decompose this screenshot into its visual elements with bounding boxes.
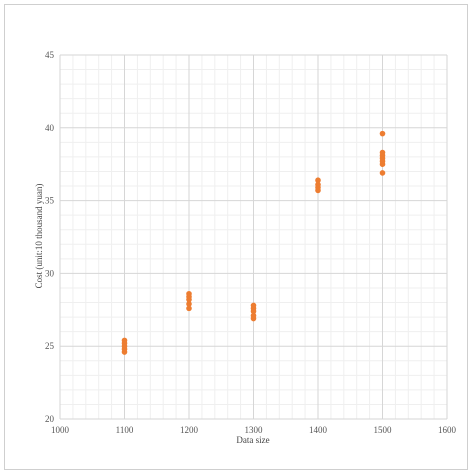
scatter-point bbox=[250, 312, 257, 319]
x-tick-label: 1000 bbox=[51, 425, 70, 435]
y-tick-label: 25 bbox=[45, 341, 55, 351]
chart-frame bbox=[4, 4, 468, 470]
scatter-point bbox=[315, 181, 321, 188]
y-axis-title: Cost (unit:10 thousand yuan) bbox=[34, 184, 44, 289]
x-axis-tick-labels: 1000 1100 1200 1300 1400 1500 1600 bbox=[51, 425, 457, 435]
scatter-point bbox=[379, 149, 386, 156]
y-tick-label: 40 bbox=[45, 123, 55, 133]
y-tick-label: 45 bbox=[45, 50, 55, 60]
scatter-point bbox=[186, 301, 192, 307]
y-axis-tick-labels: 20 25 30 35 40 45 bbox=[45, 50, 55, 424]
x-tick-label: 1600 bbox=[438, 425, 457, 435]
scatter-point bbox=[315, 177, 321, 184]
scatter-point bbox=[250, 302, 257, 309]
x-tick-label: 1400 bbox=[309, 425, 328, 435]
scatter-point bbox=[186, 305, 192, 312]
x-tick-label: 1300 bbox=[245, 425, 264, 435]
x-axis-title: Data size bbox=[236, 435, 269, 445]
x-tick-label: 1100 bbox=[116, 425, 134, 435]
scatter-point bbox=[121, 337, 128, 344]
y-tick-label: 20 bbox=[45, 414, 55, 424]
scatter-point bbox=[379, 130, 386, 137]
x-tick-label: 1200 bbox=[180, 425, 199, 435]
y-tick-label: 35 bbox=[45, 196, 55, 206]
data-points bbox=[121, 130, 386, 355]
major-gridlines bbox=[59, 54, 448, 420]
y-tick-label: 30 bbox=[45, 268, 55, 278]
scatter-point bbox=[379, 170, 386, 176]
x-tick-label: 1500 bbox=[374, 425, 393, 435]
scatter-point bbox=[186, 290, 192, 297]
